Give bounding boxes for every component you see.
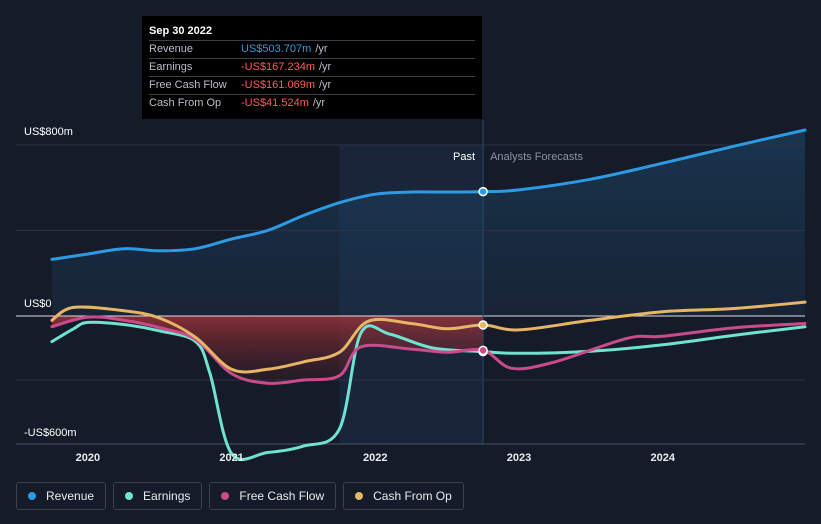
x-tick-label: 2023 — [507, 452, 531, 464]
tooltip-row-cash-from-op: Cash From Op -US$41.524m /yr — [149, 94, 475, 112]
legend-label: Free Cash Flow — [239, 489, 325, 503]
legend-label: Cash From Op — [373, 489, 452, 503]
highlight-marker-revenue — [478, 186, 488, 197]
highlight-marker-cash-from-op — [478, 320, 488, 330]
legend-label: Earnings — [143, 489, 191, 503]
legend-dot-icon — [221, 492, 230, 500]
series-line-revenue — [50, 128, 807, 261]
tooltip-value: -US$41.524m — [241, 97, 309, 109]
tooltip-label: Free Cash Flow — [149, 79, 227, 91]
tooltip-value: US$503.707m — [241, 43, 312, 55]
highlight-marker-free-cash-flow — [478, 345, 488, 356]
tooltip-unit: /yr — [319, 61, 332, 73]
legend-item-cash-from-op[interactable]: Cash From Op — [343, 482, 464, 510]
loss-area — [51, 316, 484, 384]
revenue-area — [51, 130, 805, 316]
tooltip: Sep 30 2022 Revenue US$503.707m /yr Earn… — [142, 16, 482, 119]
tooltip-label: Earnings — [149, 61, 193, 73]
legend-item-earnings[interactable]: Earnings — [113, 482, 203, 510]
series-line-free-cash-flow — [50, 315, 807, 385]
tooltip-row-earnings: Earnings -US$167.234m /yr — [149, 58, 475, 76]
past-label: Past — [453, 151, 475, 163]
legend-label: Revenue — [46, 489, 95, 503]
tooltip-unit: /yr — [312, 97, 326, 109]
legend-item-free-cash-flow[interactable]: Free Cash Flow — [209, 482, 337, 510]
legend-item-revenue[interactable]: Revenue — [16, 482, 107, 510]
tooltip-value: -US$167.234m — [241, 61, 315, 73]
tooltip-value: -US$161.069m — [241, 79, 315, 91]
tooltip-unit: /yr — [319, 79, 332, 91]
series-line-cash-from-op — [50, 300, 807, 374]
y-axis-top-label: US$800m — [24, 126, 73, 138]
x-tick-label: 2021 — [219, 452, 243, 464]
x-tick-label: 2020 — [76, 452, 100, 464]
y-axis-bottom-label: -US$600m — [24, 427, 77, 439]
y-axis-zero-label: US$0 — [24, 298, 52, 310]
legend-dot-icon — [28, 492, 36, 500]
forecast-label: Analysts Forecasts — [490, 151, 583, 163]
x-tick-label: 2022 — [363, 452, 387, 464]
tooltip-date: Sep 30 2022 — [149, 25, 212, 37]
tooltip-row-revenue: Revenue US$503.707m /yr — [149, 40, 475, 58]
tooltip-label: Revenue — [149, 43, 194, 55]
legend-dot-icon — [355, 492, 364, 500]
tooltip-label: Cash From Op — [149, 97, 222, 109]
legend-dot-icon — [125, 492, 134, 500]
tooltip-row-free-cash-flow: Free Cash Flow -US$161.069m /yr — [149, 76, 475, 94]
legend: Revenue Earnings Free Cash Flow Cash Fro… — [16, 482, 464, 510]
tooltip-unit: /yr — [315, 43, 328, 55]
x-tick-label: 2024 — [650, 452, 675, 464]
